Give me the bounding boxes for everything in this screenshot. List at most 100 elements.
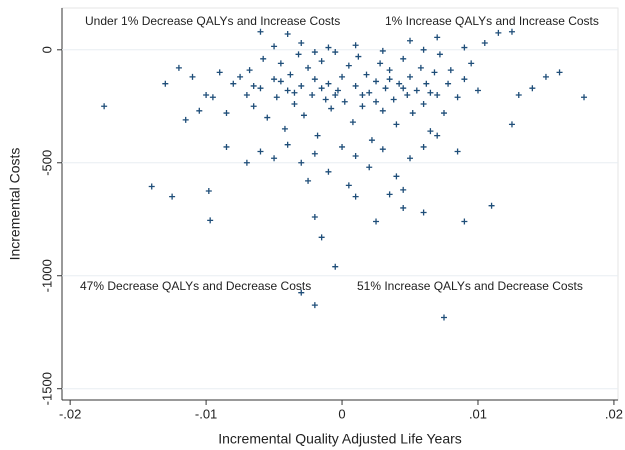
scatter-point bbox=[434, 34, 441, 41]
x-tick-label: -.01 bbox=[195, 406, 217, 421]
scatter-point bbox=[271, 76, 278, 83]
scatter-point bbox=[277, 60, 284, 67]
scatter-point bbox=[468, 60, 475, 67]
annotation: 51% Increase QALYs and Decrease Costs bbox=[357, 279, 583, 293]
scatter-point bbox=[298, 289, 305, 296]
scatter-point bbox=[373, 78, 380, 85]
scatter-point bbox=[311, 302, 318, 309]
plot-area bbox=[61, 7, 619, 401]
scatter-point bbox=[349, 119, 356, 126]
scatter-point bbox=[404, 91, 411, 98]
scatter-point bbox=[382, 85, 389, 92]
scatter-point bbox=[373, 98, 380, 105]
x-tick-label: 0 bbox=[338, 406, 345, 421]
scatter-point bbox=[420, 101, 427, 108]
scatter-point bbox=[461, 44, 468, 51]
scatter-point bbox=[436, 51, 443, 58]
scatter-point bbox=[325, 80, 332, 87]
scatter-point bbox=[339, 73, 346, 80]
y-axis-label: Incremental Costs bbox=[7, 148, 23, 261]
scatter-point bbox=[352, 82, 359, 89]
scatter-point bbox=[359, 103, 366, 110]
scatter-point bbox=[400, 204, 407, 211]
scatter-point bbox=[287, 71, 294, 78]
scatter-point bbox=[277, 78, 284, 85]
scatter-point bbox=[515, 91, 522, 98]
scatter-point bbox=[300, 112, 307, 119]
scatter-point bbox=[305, 64, 312, 71]
scatter-point bbox=[431, 69, 438, 76]
scatter-point bbox=[407, 73, 414, 80]
scatter-point bbox=[379, 146, 386, 153]
scatter-point bbox=[420, 209, 427, 216]
scatter-point bbox=[284, 30, 291, 37]
scatter-point bbox=[237, 73, 244, 80]
scatter-point bbox=[542, 73, 549, 80]
scatter-point bbox=[407, 37, 414, 44]
scatter-point bbox=[284, 141, 291, 148]
scatter-point bbox=[291, 101, 298, 108]
x-tick-label: -.02 bbox=[59, 406, 81, 421]
scatter-point bbox=[223, 110, 230, 117]
scatter-point bbox=[332, 91, 339, 98]
scatter-point bbox=[393, 121, 400, 128]
scatter-point bbox=[352, 193, 359, 200]
scatter-point bbox=[203, 91, 210, 98]
scatter-point bbox=[379, 47, 386, 54]
scatter-point bbox=[332, 49, 339, 56]
scatter-point bbox=[359, 91, 366, 98]
scatter-point bbox=[318, 234, 325, 241]
scatter-point bbox=[386, 76, 393, 83]
scatter-point bbox=[223, 143, 230, 150]
scatter-point bbox=[271, 155, 278, 162]
scatter-point bbox=[556, 69, 563, 76]
scatter-point bbox=[230, 80, 237, 87]
scatter-point bbox=[205, 188, 212, 195]
scatter-point bbox=[447, 67, 454, 74]
scatter-point bbox=[379, 107, 386, 114]
scatter-point bbox=[434, 91, 441, 98]
scatter-point bbox=[341, 98, 348, 105]
scatter-point bbox=[461, 76, 468, 83]
scatter-point bbox=[328, 105, 335, 112]
scatter-point bbox=[250, 103, 257, 110]
scatter-point bbox=[284, 87, 291, 94]
scatter-point bbox=[209, 94, 216, 101]
scatter-point bbox=[309, 91, 316, 98]
scatter-point bbox=[407, 155, 414, 162]
scatter-point bbox=[400, 186, 407, 193]
scatter-point bbox=[474, 87, 481, 94]
scatter-point bbox=[175, 64, 182, 71]
scatter-point bbox=[377, 60, 384, 67]
scatter-point bbox=[250, 82, 257, 89]
scatter-point bbox=[311, 150, 318, 157]
scatter-point bbox=[298, 159, 305, 166]
scatter-point bbox=[273, 94, 280, 101]
scatter-point bbox=[581, 94, 588, 101]
scatter-point bbox=[386, 67, 393, 74]
scatter-point bbox=[305, 177, 312, 184]
scatter-point bbox=[423, 80, 430, 87]
scatter-point bbox=[314, 132, 321, 139]
y-tick-label: -1000 bbox=[39, 259, 54, 292]
scatter-point bbox=[373, 218, 380, 225]
scatter-point bbox=[291, 89, 298, 96]
scatter-point bbox=[148, 183, 155, 190]
annotation: 47% Decrease QALYs and Decrease Costs bbox=[80, 279, 311, 293]
scatter-point bbox=[529, 85, 536, 92]
scatter-point bbox=[162, 80, 169, 87]
y-tick-label: 0 bbox=[39, 46, 54, 53]
scatter-point bbox=[366, 164, 373, 171]
scatter-point bbox=[318, 58, 325, 65]
scatter-point bbox=[352, 42, 359, 49]
scatter-point bbox=[495, 29, 502, 36]
scatter-point bbox=[189, 73, 196, 80]
scatter-point bbox=[393, 173, 400, 180]
scatter-point bbox=[345, 182, 352, 189]
scatter-point bbox=[207, 217, 214, 224]
scatter-point bbox=[322, 96, 329, 103]
scatter-point bbox=[427, 128, 434, 135]
scatter-point bbox=[363, 71, 370, 78]
scatter-point bbox=[281, 125, 288, 132]
